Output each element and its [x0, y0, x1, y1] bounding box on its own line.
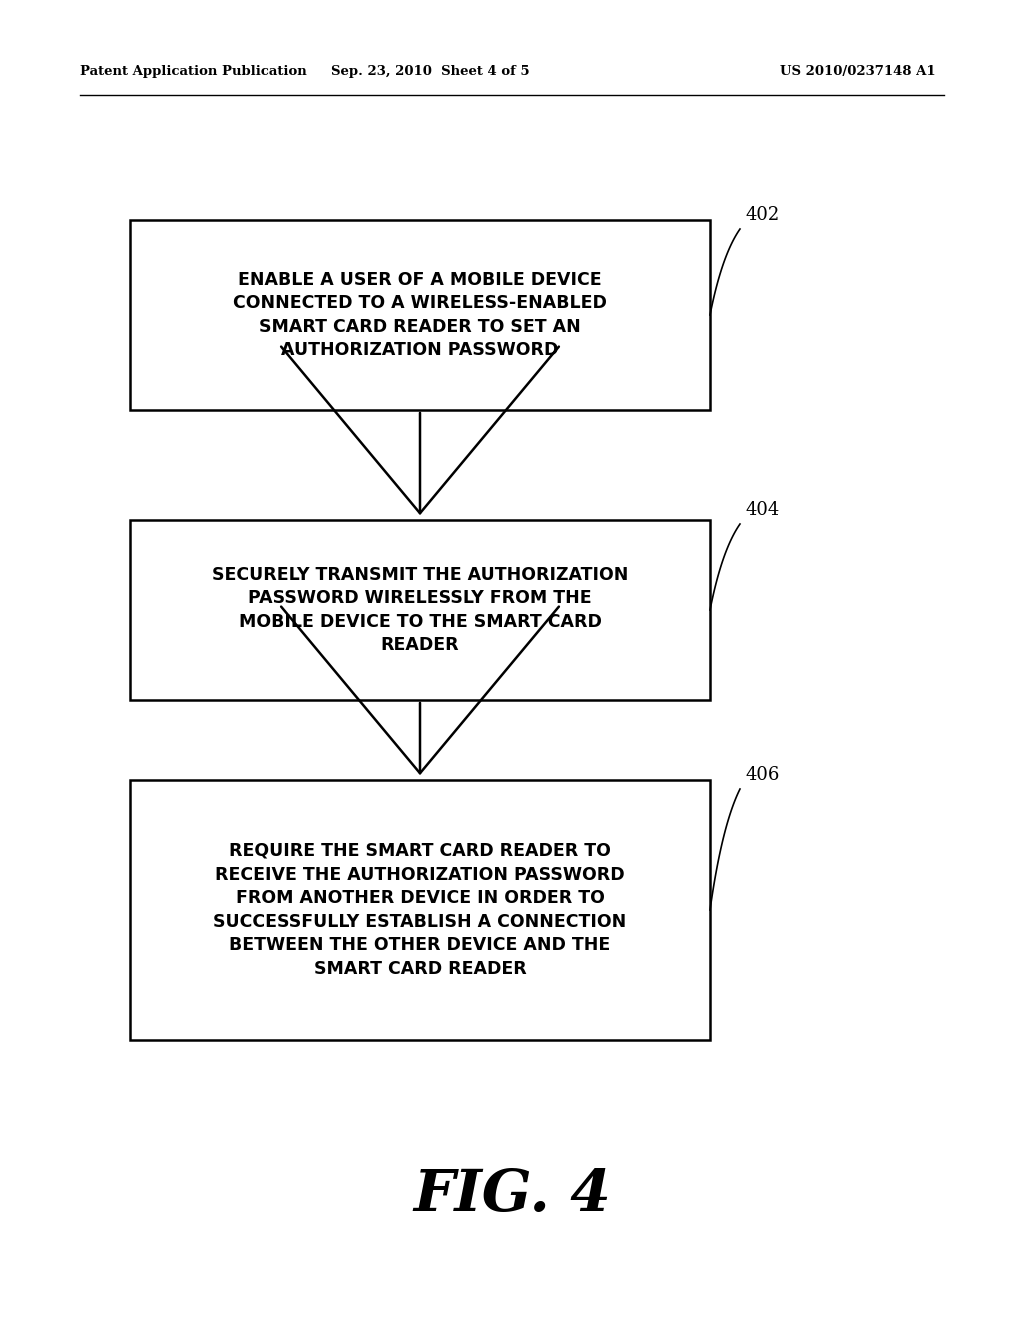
- Text: 406: 406: [746, 766, 780, 784]
- Text: 402: 402: [746, 206, 780, 224]
- Text: SECURELY TRANSMIT THE AUTHORIZATION
PASSWORD WIRELESSLY FROM THE
MOBILE DEVICE T: SECURELY TRANSMIT THE AUTHORIZATION PASS…: [212, 565, 628, 655]
- Bar: [130, 780, 710, 1040]
- Text: REQUIRE THE SMART CARD READER TO
RECEIVE THE AUTHORIZATION PASSWORD
FROM ANOTHER: REQUIRE THE SMART CARD READER TO RECEIVE…: [213, 842, 627, 978]
- Bar: [130, 220, 710, 411]
- Text: ENABLE A USER OF A MOBILE DEVICE
CONNECTED TO A WIRELESS-ENABLED
SMART CARD READ: ENABLE A USER OF A MOBILE DEVICE CONNECT…: [233, 271, 607, 359]
- Text: Sep. 23, 2010  Sheet 4 of 5: Sep. 23, 2010 Sheet 4 of 5: [331, 66, 529, 78]
- Text: 404: 404: [746, 502, 780, 519]
- Text: FIG. 4: FIG. 4: [413, 1167, 611, 1224]
- Bar: [130, 520, 710, 700]
- Text: Patent Application Publication: Patent Application Publication: [80, 66, 307, 78]
- Text: US 2010/0237148 A1: US 2010/0237148 A1: [780, 66, 936, 78]
